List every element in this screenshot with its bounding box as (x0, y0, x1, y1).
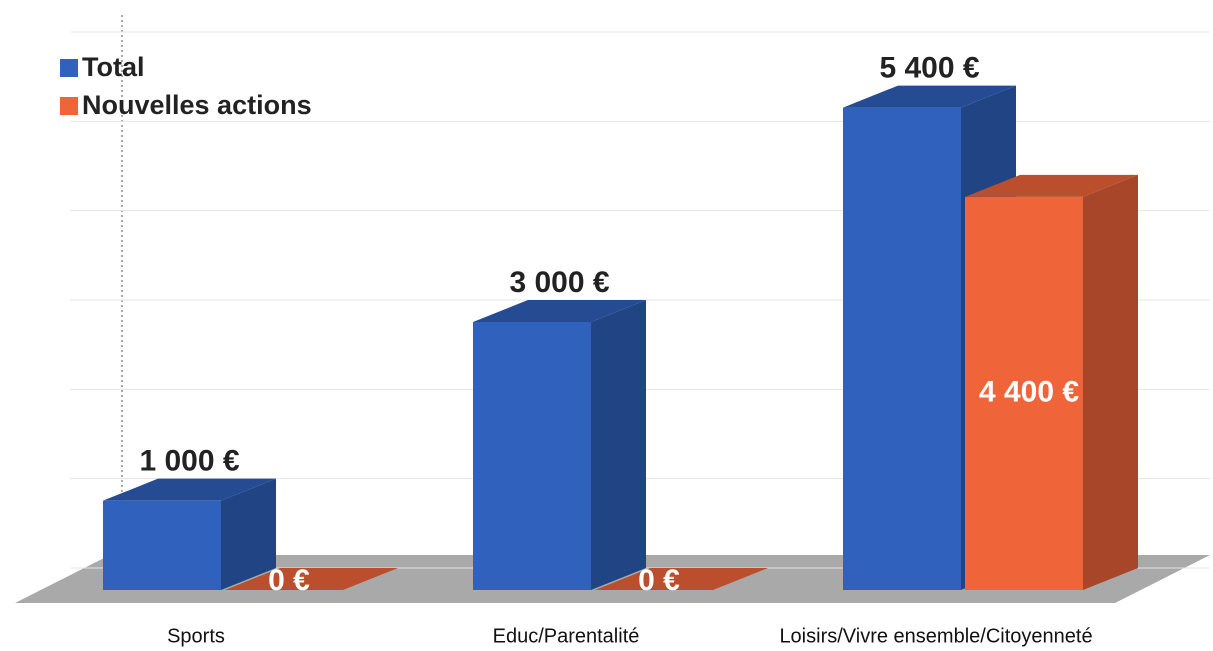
bar-side (221, 478, 276, 590)
legend-label: Total (82, 52, 145, 82)
value-label: 3 000 € (509, 266, 609, 299)
bar-front (473, 322, 591, 590)
bar-top (595, 568, 768, 590)
bar-top (473, 300, 646, 322)
x-tick-label: Educ/Parentalité (493, 625, 640, 647)
bar-front (843, 107, 961, 590)
value-label: 4 400 € (979, 375, 1079, 408)
bar-top (843, 85, 1016, 108)
bar (225, 568, 398, 590)
bar-front (965, 196, 1083, 590)
value-label: 0 € (268, 564, 310, 597)
value-label: 5 400 € (879, 52, 979, 85)
legend-swatch (60, 97, 78, 115)
bar-side (591, 300, 646, 590)
bar (473, 300, 646, 590)
bar-front (103, 500, 221, 590)
bar (965, 174, 1138, 590)
bar (595, 568, 768, 590)
legend-swatch (60, 59, 78, 77)
bar-top (965, 174, 1138, 197)
bar-side (1083, 174, 1138, 590)
value-label: 0 € (638, 564, 680, 597)
bar-top (103, 478, 276, 501)
x-tick-label: Loisirs/Vivre ensemble/Citoyenneté (779, 625, 1092, 647)
value-label: 1 000 € (139, 445, 239, 478)
legend-label: Nouvelles actions (82, 90, 312, 120)
bar (103, 478, 276, 590)
x-tick-label: Sports (167, 625, 225, 647)
bar-top (225, 568, 398, 590)
